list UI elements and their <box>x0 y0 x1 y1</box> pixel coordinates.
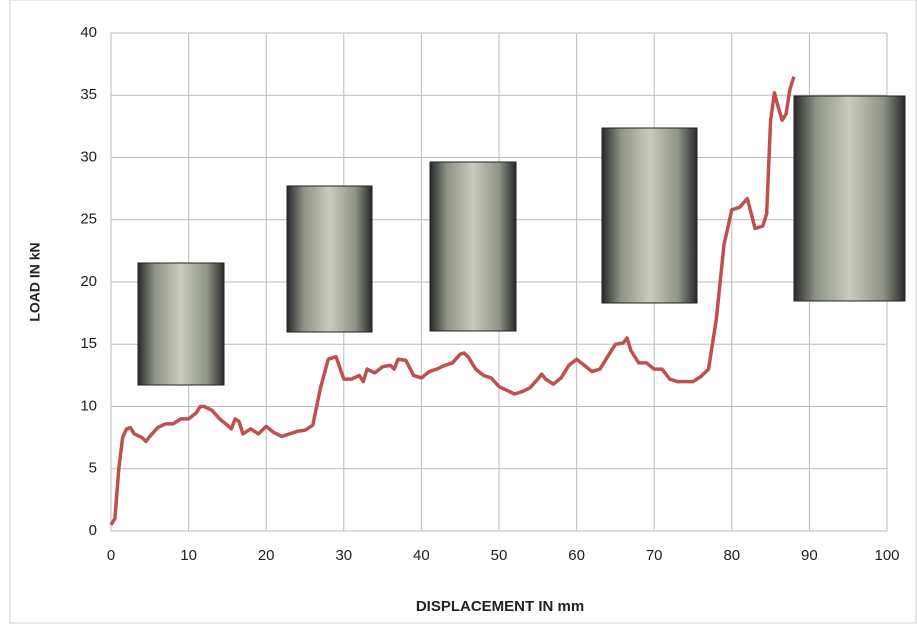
x-tick-label: 100 <box>874 547 899 564</box>
y-tick-label: 15 <box>80 335 97 352</box>
y-tick-label: 35 <box>80 86 97 103</box>
y-tick-label: 20 <box>80 273 97 290</box>
specimen-photo <box>430 162 516 331</box>
specimen-photo <box>794 96 905 301</box>
y-tick-label: 40 <box>80 24 97 41</box>
specimen-photo <box>602 128 697 303</box>
x-tick-label: 20 <box>258 547 275 564</box>
y-tick-label: 0 <box>89 522 97 539</box>
photos <box>138 96 905 385</box>
y-tick-label: 25 <box>80 211 97 228</box>
x-tick-label: 40 <box>413 547 430 564</box>
specimen-photo <box>287 186 372 332</box>
x-axis-label: DISPLACEMENT IN mm <box>416 598 584 615</box>
x-tick-label: 90 <box>801 547 818 564</box>
chart: DISPLACEMENT IN mm LOAD IN kN 0 5 10 15 20 25… <box>0 0 917 624</box>
x-tick-label: 70 <box>646 547 663 564</box>
x-tick-label: 60 <box>568 547 585 564</box>
x-tick-label: 50 <box>491 547 508 564</box>
x-tick-label: 0 <box>107 547 115 564</box>
x-tick-label: 10 <box>180 547 197 564</box>
y-tick-label: 5 <box>89 460 97 477</box>
y-tick-label: 10 <box>80 397 97 414</box>
specimen-photo <box>138 263 224 385</box>
y-axis-label: LOAD IN kN <box>27 242 43 321</box>
y-tick-label: 30 <box>80 148 97 165</box>
x-tick-label: 80 <box>723 547 740 564</box>
x-tick-label: 30 <box>335 547 352 564</box>
